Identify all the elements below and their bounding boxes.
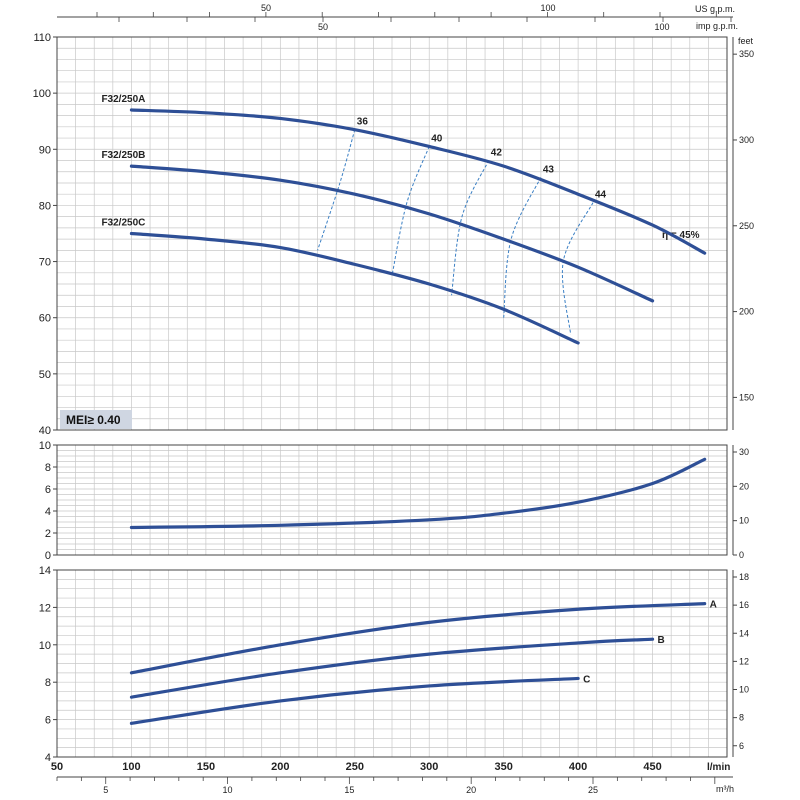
top-us-unit: US g.p.m. (695, 4, 735, 14)
y-tick-label: 4 (45, 752, 51, 764)
x-tick-label: 400 (569, 761, 587, 773)
right-tick-label: 8 (739, 713, 744, 723)
mei-badge-text: MEI≥ 0.40 (66, 413, 121, 427)
y-tick-label: 14 (39, 565, 51, 577)
y-tick-label: 50 (39, 369, 51, 381)
right-tick-label: 20 (739, 481, 749, 491)
m3h-tick-label: 15 (344, 785, 354, 795)
top-imp-unit: imp g.p.m. (696, 21, 738, 31)
right-tick-label: 350 (739, 49, 754, 59)
x-tick-label: 100 (122, 761, 140, 773)
x-tick-label: 150 (197, 761, 215, 773)
panel-npsh: 0 2 4 6 8 10 0 10 20 30 (39, 440, 749, 562)
efficiency-label: 42 (491, 148, 503, 159)
x-tick-label: 350 (494, 761, 512, 773)
efficiency-line-43 (503, 177, 542, 318)
y-tick-label: 60 (39, 313, 51, 325)
efficiency-label: 44 (595, 190, 607, 201)
series-label: F32/250C (101, 218, 145, 229)
series-label: F32/250A (101, 94, 145, 105)
x-tick-label: 200 (271, 761, 289, 773)
efficiency-label: 36 (357, 117, 369, 128)
chart-panels: 405060708090100110150200250300350feet364… (33, 32, 754, 764)
curve-B (129, 637, 655, 699)
top-imp-tick-label: 50 (318, 22, 328, 32)
m3h-tick-label: 5 (103, 785, 108, 795)
right-tick-label: 250 (739, 221, 754, 231)
panel-power: 4 6 8 10 12 14 6 8 10 12 14 16 18 A B C (39, 565, 749, 764)
y-tick-label: 12 (39, 602, 51, 614)
y-tick-label: 2 (45, 528, 51, 540)
series-label: F32/250B (101, 150, 145, 161)
m3h-tick-label: 25 (588, 785, 598, 795)
panel-frame (56, 569, 728, 758)
efficiency-end-label: η = 45% (662, 230, 700, 241)
curve-npsh (129, 457, 707, 530)
efficiency-label: 43 (543, 164, 555, 175)
curve-F32/250C (129, 231, 580, 345)
y-tick-label: 70 (39, 257, 51, 269)
top-us-tick-label: 50 (261, 3, 271, 13)
curve-A (129, 602, 707, 675)
right-tick-label: 10 (739, 516, 749, 526)
curve-F32/250B (129, 164, 655, 303)
m3h-tick-label: 10 (223, 785, 233, 795)
y-tick-label: 110 (33, 32, 51, 44)
y-tick-label: 80 (39, 200, 51, 212)
right-tick-label: 10 (739, 685, 749, 695)
x-tick-label: 250 (346, 761, 364, 773)
bottom-flow-axis: 50 100 150 200 250 300 350 400 450 l/min 5 10 15 20 25… (51, 761, 734, 795)
panel-frame (56, 444, 728, 556)
y-tick-label: 6 (45, 715, 51, 727)
panel-frame (56, 36, 728, 431)
series-label: B (658, 635, 665, 646)
efficiency-line-42 (451, 160, 490, 296)
right-tick-label: 12 (739, 656, 749, 666)
right-tick-label: 30 (739, 447, 749, 457)
right-tick-label: 14 (739, 628, 749, 638)
y-tick-label: 10 (39, 640, 51, 652)
y-tick-label: 8 (45, 462, 51, 474)
right-tick-label: 300 (739, 135, 754, 145)
m3h-unit: m³/h (716, 784, 734, 794)
efficiency-line-40 (391, 146, 430, 276)
curve-C (129, 676, 580, 725)
y-tick-label: 90 (39, 144, 51, 156)
x-tick-label: 450 (643, 761, 661, 773)
y-tick-label: 0 (45, 550, 51, 562)
top-flow-axis: 50 100 US g.p.m. 50 100 imp g.p.m. (57, 3, 738, 32)
right-tick-label: 200 (739, 307, 754, 317)
top-us-tick-label: 100 (540, 3, 555, 13)
series-label: A (710, 600, 717, 611)
curve-F32/250A (129, 108, 707, 255)
efficiency-line-36 (317, 129, 356, 251)
top-imp-tick-label: 100 (654, 22, 669, 32)
x-tick-label: 300 (420, 761, 438, 773)
y-tick-label: 100 (33, 88, 51, 100)
right-tick-label: 16 (739, 600, 749, 610)
x-tick-label: 50 (51, 761, 63, 773)
y-tick-label: 4 (45, 506, 51, 518)
right-axis-unit: feet (738, 36, 754, 46)
y-tick-label: 6 (45, 484, 51, 496)
m3h-tick-label: 20 (466, 785, 476, 795)
y-tick-label: 8 (45, 677, 51, 689)
series-label: C (583, 674, 590, 685)
panel-head: 40 50 60 70 80 90 100 110 150 200 250 300 350 feet 36 4… (33, 32, 754, 437)
right-tick-label: 18 (739, 572, 749, 582)
y-tick-label: 10 (39, 440, 51, 452)
mei-badge (60, 410, 132, 429)
right-tick-label: 0 (739, 550, 744, 560)
right-tick-label: 150 (739, 392, 754, 402)
x-axis-unit: l/min (707, 762, 730, 773)
y-tick-label: 40 (39, 425, 51, 437)
efficiency-label: 40 (431, 133, 443, 144)
right-tick-label: 6 (739, 741, 744, 751)
